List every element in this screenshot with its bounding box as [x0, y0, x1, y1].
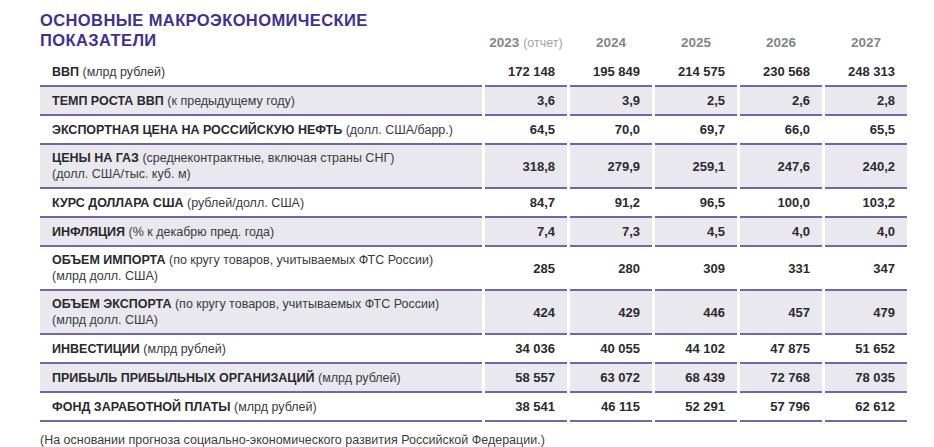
page-title-line2: ПОКАЗАТЕЛИ [40, 30, 482, 50]
cell-value: 96,5 [655, 189, 737, 218]
column-header-2025: 2025 [655, 35, 737, 58]
cell-value: 3,9 [570, 87, 652, 116]
cell-value: 57 796 [740, 393, 822, 422]
cell-value: 58 557 [485, 364, 567, 393]
cell-value: 69,7 [655, 116, 737, 145]
table-row: ОБЪЕМ ЭКСПОРТА (по кругу товаров, учитыв… [40, 291, 910, 335]
footnote: (На основании прогноза социально-экономи… [40, 433, 910, 447]
cell-value: 347 [825, 247, 907, 291]
cell-value: 46 115 [570, 393, 652, 422]
cell-value: 51 652 [825, 335, 907, 364]
row-label-profit: ПРИБЫЛЬ ПРИБЫЛЬНЫХ ОРГАНИЗАЦИЙ (млрд руб… [40, 364, 482, 393]
row-label-gas-price: ЦЕНЫ НА ГАЗ (среднеконтрактные, включая … [40, 145, 482, 189]
cell-value: 38 541 [485, 393, 567, 422]
cell-value: 7,4 [485, 218, 567, 247]
cell-value: 2,8 [825, 87, 907, 116]
cell-value: 248 313 [825, 58, 907, 87]
cell-value: 309 [655, 247, 737, 291]
cell-value: 62 612 [825, 393, 907, 422]
cell-value: 52 291 [655, 393, 737, 422]
cell-value: 100,0 [740, 189, 822, 218]
table-row: ТЕМП РОСТА ВВП (к предыдущему году) 3,6 … [40, 87, 910, 116]
cell-value: 65,5 [825, 116, 907, 145]
table-row: ИНВЕСТИЦИИ (млрд рублей) 34 036 40 055 4… [40, 335, 910, 364]
cell-value: 63 072 [570, 364, 652, 393]
column-header-2027: 2027 [825, 35, 907, 58]
cell-value: 64,5 [485, 116, 567, 145]
row-label-usd-rate: КУРС ДОЛЛАРА США (рублей/долл. США) [40, 189, 482, 218]
table-row: ФОНД ЗАРАБОТНОЙ ПЛАТЫ (млрд рублей) 38 5… [40, 393, 910, 422]
cell-value: 103,2 [825, 189, 907, 218]
cell-value: 84,7 [485, 189, 567, 218]
cell-value: 230 568 [740, 58, 822, 87]
column-header-note: (отчет) [523, 36, 563, 50]
report-page: ОСНОВНЫЕ МАКРОЭКОНОМИЧЕСКИЕ ПОКАЗАТЕЛИ 2… [0, 0, 934, 447]
cell-value: 70,0 [570, 116, 652, 145]
cell-value: 34 036 [485, 335, 567, 364]
table-header: ОСНОВНЫЕ МАКРОЭКОНОМИЧЕСКИЕ ПОКАЗАТЕЛИ 2… [40, 10, 910, 58]
cell-value: 4,0 [740, 218, 822, 247]
table-row: ЦЕНЫ НА ГАЗ (среднеконтрактные, включая … [40, 145, 910, 189]
cell-value: 279,9 [570, 145, 652, 189]
cell-value: 214 575 [655, 58, 737, 87]
cell-value: 44 102 [655, 335, 737, 364]
column-header-2023: 2023 (отчет) [485, 35, 567, 58]
cell-value: 7,3 [570, 218, 652, 247]
row-label-export-volume: ОБЪЕМ ЭКСПОРТА (по кругу товаров, учитыв… [40, 291, 482, 335]
cell-value: 280 [570, 247, 652, 291]
cell-value: 240,2 [825, 145, 907, 189]
cell-value: 259,1 [655, 145, 737, 189]
row-label-investments: ИНВЕСТИЦИИ (млрд рублей) [40, 335, 482, 364]
cell-value: 2,6 [740, 87, 822, 116]
cell-value: 4,0 [825, 218, 907, 247]
cell-value: 72 768 [740, 364, 822, 393]
cell-value: 91,2 [570, 189, 652, 218]
table-row: ИНФЛЯЦИЯ (% к декабрю пред. года) 7,4 7,… [40, 218, 910, 247]
table-row: ПРИБЫЛЬ ПРИБЫЛЬНЫХ ОРГАНИЗАЦИЙ (млрд руб… [40, 364, 910, 393]
row-label-oil-price: ЭКСПОРТНАЯ ЦЕНА НА РОССИЙСКУЮ НЕФТЬ (дол… [40, 116, 482, 145]
column-header-2024: 2024 [570, 35, 652, 58]
row-label-gdp: ВВП (млрд рублей) [40, 58, 482, 87]
cell-value: 457 [740, 291, 822, 335]
row-label-import-volume: ОБЪЕМ ИМПОРТА (по кругу товаров, учитыва… [40, 247, 482, 291]
table-row: ЭКСПОРТНАЯ ЦЕНА НА РОССИЙСКУЮ НЕФТЬ (дол… [40, 116, 910, 145]
table-row: ВВП (млрд рублей) 172 148 195 849 214 57… [40, 58, 910, 87]
table-row: ОБЪЕМ ИМПОРТА (по кругу товаров, учитыва… [40, 247, 910, 291]
column-header-2026: 2026 [740, 35, 822, 58]
page-title: ОСНОВНЫЕ МАКРОЭКОНОМИЧЕСКИЕ ПОКАЗАТЕЛИ [40, 10, 482, 50]
cell-value: 424 [485, 291, 567, 335]
cell-value: 66,0 [740, 116, 822, 145]
cell-value: 172 148 [485, 58, 567, 87]
cell-value: 285 [485, 247, 567, 291]
cell-value: 429 [570, 291, 652, 335]
table-row: КУРС ДОЛЛАРА США (рублей/долл. США) 84,7… [40, 189, 910, 218]
cell-value: 479 [825, 291, 907, 335]
cell-value: 68 439 [655, 364, 737, 393]
cell-value: 195 849 [570, 58, 652, 87]
cell-value: 40 055 [570, 335, 652, 364]
cell-value: 331 [740, 247, 822, 291]
row-label-inflation: ИНФЛЯЦИЯ (% к декабрю пред. года) [40, 218, 482, 247]
cell-value: 446 [655, 291, 737, 335]
title-block: ОСНОВНЫЕ МАКРОЭКОНОМИЧЕСКИЕ ПОКАЗАТЕЛИ [40, 10, 482, 50]
cell-value: 2,5 [655, 87, 737, 116]
page-title-line1: ОСНОВНЫЕ МАКРОЭКОНОМИЧЕСКИЕ [40, 10, 482, 30]
cell-value: 78 035 [825, 364, 907, 393]
cell-value: 3,6 [485, 87, 567, 116]
cell-value: 4,5 [655, 218, 737, 247]
cell-value: 47 875 [740, 335, 822, 364]
row-label-gdp-growth: ТЕМП РОСТА ВВП (к предыдущему году) [40, 87, 482, 116]
row-label-wage-fund: ФОНД ЗАРАБОТНОЙ ПЛАТЫ (млрд рублей) [40, 393, 482, 422]
cell-value: 247,6 [740, 145, 822, 189]
cell-value: 318,8 [485, 145, 567, 189]
